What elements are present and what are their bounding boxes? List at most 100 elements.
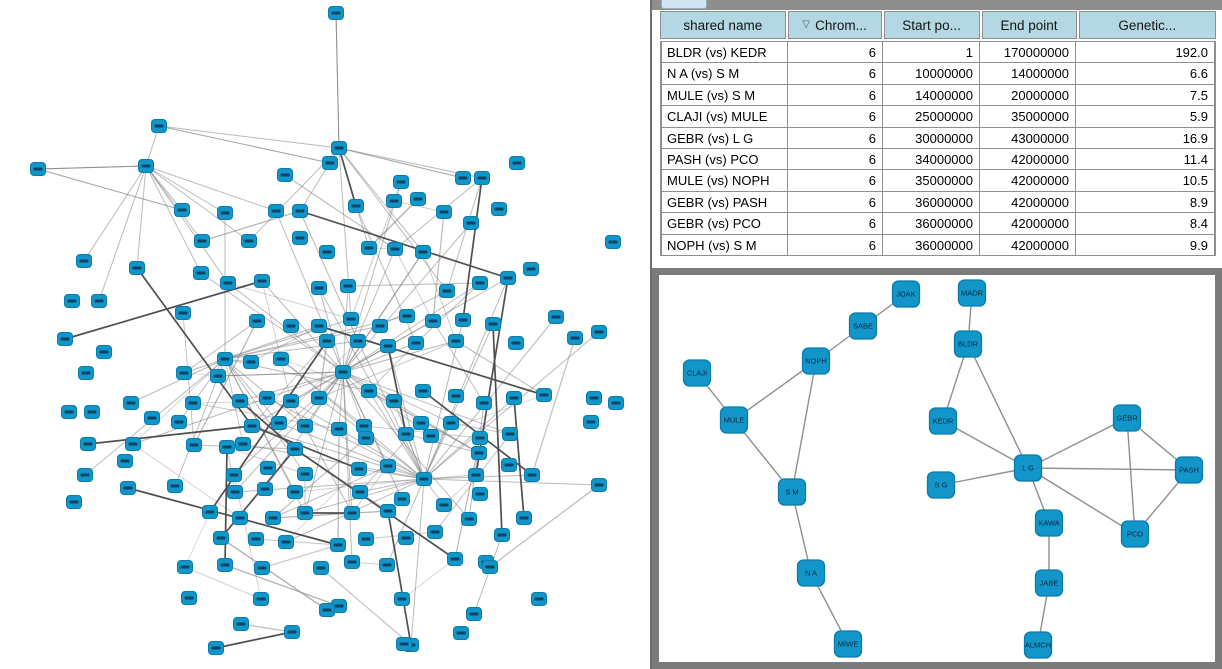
node[interactable] (448, 334, 464, 348)
node[interactable] (608, 396, 624, 410)
node[interactable] (425, 314, 441, 328)
node[interactable] (379, 558, 395, 572)
cell-r8-c3[interactable]: 42000000 (980, 213, 1076, 235)
node-pash[interactable]: PASH (1174, 456, 1204, 484)
node[interactable] (64, 294, 80, 308)
column-header-1[interactable]: ▽ Chrom... (787, 11, 882, 39)
node[interactable] (372, 319, 388, 333)
node[interactable] (210, 369, 226, 383)
node[interactable] (176, 366, 192, 380)
node[interactable] (208, 641, 224, 655)
node[interactable] (491, 202, 507, 216)
node[interactable] (328, 6, 344, 20)
node[interactable] (120, 481, 136, 495)
node[interactable] (591, 325, 607, 339)
cell-r5-c4[interactable]: 11.4 (1076, 148, 1215, 171)
cell-r3-c3[interactable]: 35000000 (980, 106, 1076, 128)
cell-r8-c4[interactable]: 8.4 (1076, 213, 1215, 235)
node[interactable] (265, 511, 281, 525)
cell-r3-c1[interactable]: 6 (788, 106, 883, 128)
column-header-2[interactable]: Start po... (883, 11, 980, 39)
node[interactable] (476, 396, 492, 410)
node[interactable] (66, 495, 82, 509)
cell-r0-c0[interactable]: BLDR (vs) KEDR (661, 42, 788, 64)
node[interactable] (410, 192, 426, 206)
node-gebr[interactable]: GEBR (1112, 404, 1142, 432)
cell-r7-c3[interactable]: 42000000 (980, 191, 1076, 214)
node[interactable] (171, 415, 187, 429)
node[interactable] (356, 419, 372, 433)
node[interactable] (386, 394, 402, 408)
cell-r1-c2[interactable]: 10000000 (883, 63, 980, 85)
node[interactable] (516, 511, 532, 525)
node[interactable] (361, 241, 377, 255)
table-row[interactable]: PASH (vs) PCO 6 34000000 42000000 11.4 (661, 148, 1215, 171)
node[interactable] (344, 506, 360, 520)
node[interactable] (144, 411, 160, 425)
node[interactable] (344, 555, 360, 569)
node[interactable] (313, 561, 329, 575)
node[interactable] (311, 391, 327, 405)
node[interactable] (501, 458, 517, 472)
node[interactable] (387, 242, 403, 256)
cell-r1-c1[interactable]: 6 (788, 63, 883, 85)
node[interactable] (523, 262, 539, 276)
cell-r5-c3[interactable]: 42000000 (980, 148, 1076, 171)
node[interactable] (226, 468, 242, 482)
cell-r7-c4[interactable]: 8.9 (1076, 191, 1215, 214)
node[interactable] (91, 294, 107, 308)
node-s-m[interactable]: S M (777, 478, 807, 506)
node[interactable] (536, 388, 552, 402)
node-pco[interactable]: PCO (1120, 520, 1150, 548)
node-kawa[interactable]: KAWA (1034, 509, 1064, 537)
node[interactable] (461, 512, 477, 526)
node[interactable] (485, 317, 501, 331)
node[interactable] (567, 331, 583, 345)
node-noph[interactable]: NOPH (801, 347, 831, 375)
node[interactable] (30, 162, 46, 176)
cell-r6-c4[interactable]: 10.5 (1076, 170, 1215, 192)
dense-network-pane[interactable] (0, 0, 650, 669)
node[interactable] (78, 366, 94, 380)
cell-r8-c0[interactable]: GEBR (vs) PCO (661, 213, 788, 235)
node[interactable] (283, 319, 299, 333)
node[interactable] (181, 591, 197, 605)
cell-r7-c1[interactable]: 6 (788, 191, 883, 214)
node[interactable] (217, 352, 233, 366)
node-miwe[interactable]: MIWE (833, 630, 863, 658)
node[interactable] (186, 438, 202, 452)
node[interactable] (319, 603, 335, 617)
cell-r0-c2[interactable]: 1 (883, 42, 980, 64)
node[interactable] (350, 334, 366, 348)
cell-r5-c0[interactable]: PASH (vs) PCO (661, 148, 788, 171)
node[interactable] (591, 478, 607, 492)
node[interactable] (352, 485, 368, 499)
cell-r9-c3[interactable]: 42000000 (980, 234, 1076, 256)
node[interactable] (268, 204, 284, 218)
cell-r1-c0[interactable]: N A (vs) S M (661, 63, 788, 85)
node[interactable] (331, 422, 347, 436)
pane-divider[interactable] (650, 0, 652, 669)
node[interactable] (292, 231, 308, 245)
column-header-3[interactable]: End point (981, 11, 1077, 39)
node[interactable] (254, 274, 270, 288)
node[interactable] (260, 461, 276, 475)
node-sabe[interactable]: SABE (848, 312, 878, 340)
table-row[interactable]: N A (vs) S M 6 10000000 14000000 6.6 (661, 63, 1215, 85)
node[interactable] (524, 468, 540, 482)
node[interactable] (531, 592, 547, 606)
cell-r6-c1[interactable]: 6 (788, 170, 883, 192)
node[interactable] (76, 254, 92, 268)
cell-r6-c2[interactable]: 35000000 (883, 170, 980, 192)
cell-r6-c0[interactable]: MULE (vs) NOPH (661, 170, 788, 192)
node[interactable] (129, 261, 145, 275)
node[interactable] (151, 119, 167, 133)
node[interactable] (472, 487, 488, 501)
node[interactable] (583, 415, 599, 429)
node[interactable] (463, 216, 479, 230)
cell-r8-c1[interactable]: 6 (788, 213, 883, 235)
node[interactable] (319, 334, 335, 348)
node[interactable] (283, 394, 299, 408)
cell-r3-c2[interactable]: 25000000 (883, 106, 980, 128)
node[interactable] (249, 314, 265, 328)
